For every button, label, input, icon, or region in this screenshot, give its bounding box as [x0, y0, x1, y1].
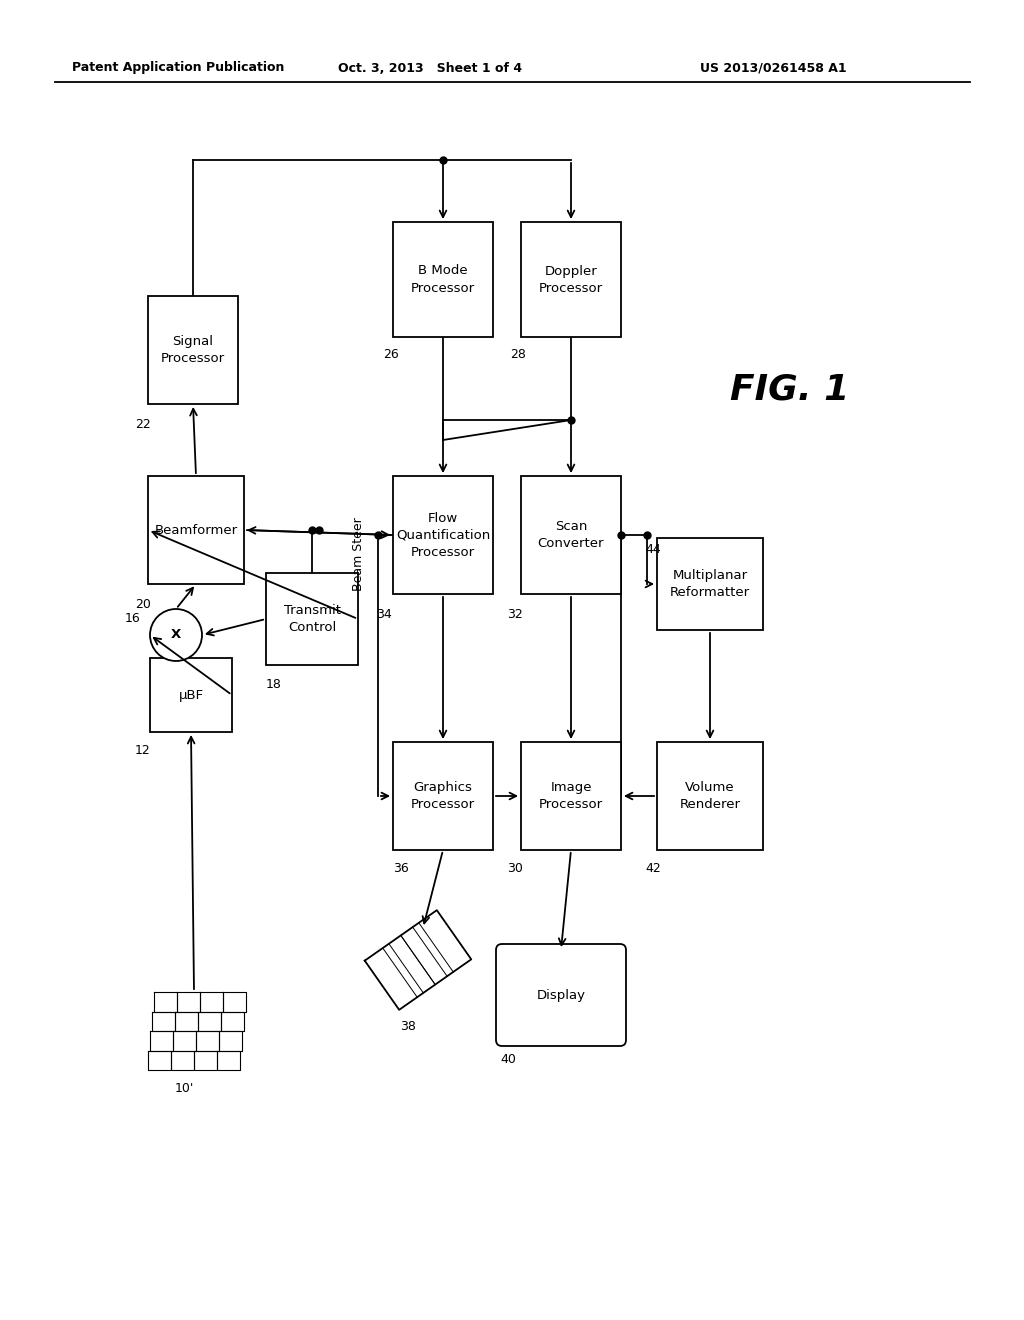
Text: 22: 22 [135, 418, 151, 432]
Text: μBF: μBF [178, 689, 204, 701]
Text: Oct. 3, 2013   Sheet 1 of 4: Oct. 3, 2013 Sheet 1 of 4 [338, 62, 522, 74]
Text: Beamformer: Beamformer [155, 524, 238, 536]
FancyBboxPatch shape [496, 944, 626, 1045]
Text: 26: 26 [383, 348, 398, 360]
Text: US 2013/0261458 A1: US 2013/0261458 A1 [700, 62, 847, 74]
Text: 20: 20 [135, 598, 151, 611]
Text: X: X [171, 628, 181, 642]
Bar [150, 657, 232, 733]
Text: Patent Application Publication: Patent Application Publication [72, 62, 285, 74]
Text: 42: 42 [645, 862, 660, 875]
Text: B Mode
Processor: B Mode Processor [411, 264, 475, 294]
Bar [657, 539, 763, 630]
Text: Flow
Quantification
Processor: Flow Quantification Processor [396, 511, 490, 558]
Text: 34: 34 [376, 609, 392, 620]
Bar [393, 222, 493, 337]
Circle shape [150, 609, 202, 661]
Bar [393, 742, 493, 850]
Bar [521, 477, 621, 594]
Bar [266, 573, 358, 665]
Text: 44: 44 [645, 543, 660, 556]
Text: 12: 12 [135, 744, 151, 756]
Text: Graphics
Processor: Graphics Processor [411, 781, 475, 810]
Text: 38: 38 [400, 1020, 416, 1034]
Bar [393, 477, 493, 594]
Text: Signal
Processor: Signal Processor [161, 335, 225, 366]
Text: Image
Processor: Image Processor [539, 781, 603, 810]
Bar [657, 742, 763, 850]
Bar [521, 222, 621, 337]
Text: 16: 16 [124, 611, 140, 624]
Text: 32: 32 [507, 609, 522, 620]
Text: Transmit
Control: Transmit Control [284, 605, 341, 634]
Text: 10': 10' [175, 1082, 195, 1096]
Text: 28: 28 [510, 348, 526, 360]
Text: Beam Steer: Beam Steer [351, 517, 365, 591]
Text: FIG. 1: FIG. 1 [730, 374, 850, 407]
Text: Doppler
Processor: Doppler Processor [539, 264, 603, 294]
Text: 18: 18 [266, 678, 282, 690]
Bar [148, 477, 244, 583]
Text: Volume
Renderer: Volume Renderer [680, 781, 740, 810]
Bar [148, 296, 238, 404]
Text: Display: Display [537, 989, 586, 1002]
Text: Scan
Converter: Scan Converter [538, 520, 604, 550]
Text: 30: 30 [507, 862, 523, 875]
Text: Multiplanar
Reformatter: Multiplanar Reformatter [670, 569, 750, 599]
Text: 40: 40 [500, 1053, 516, 1067]
Bar [521, 742, 621, 850]
Text: 36: 36 [393, 862, 409, 875]
